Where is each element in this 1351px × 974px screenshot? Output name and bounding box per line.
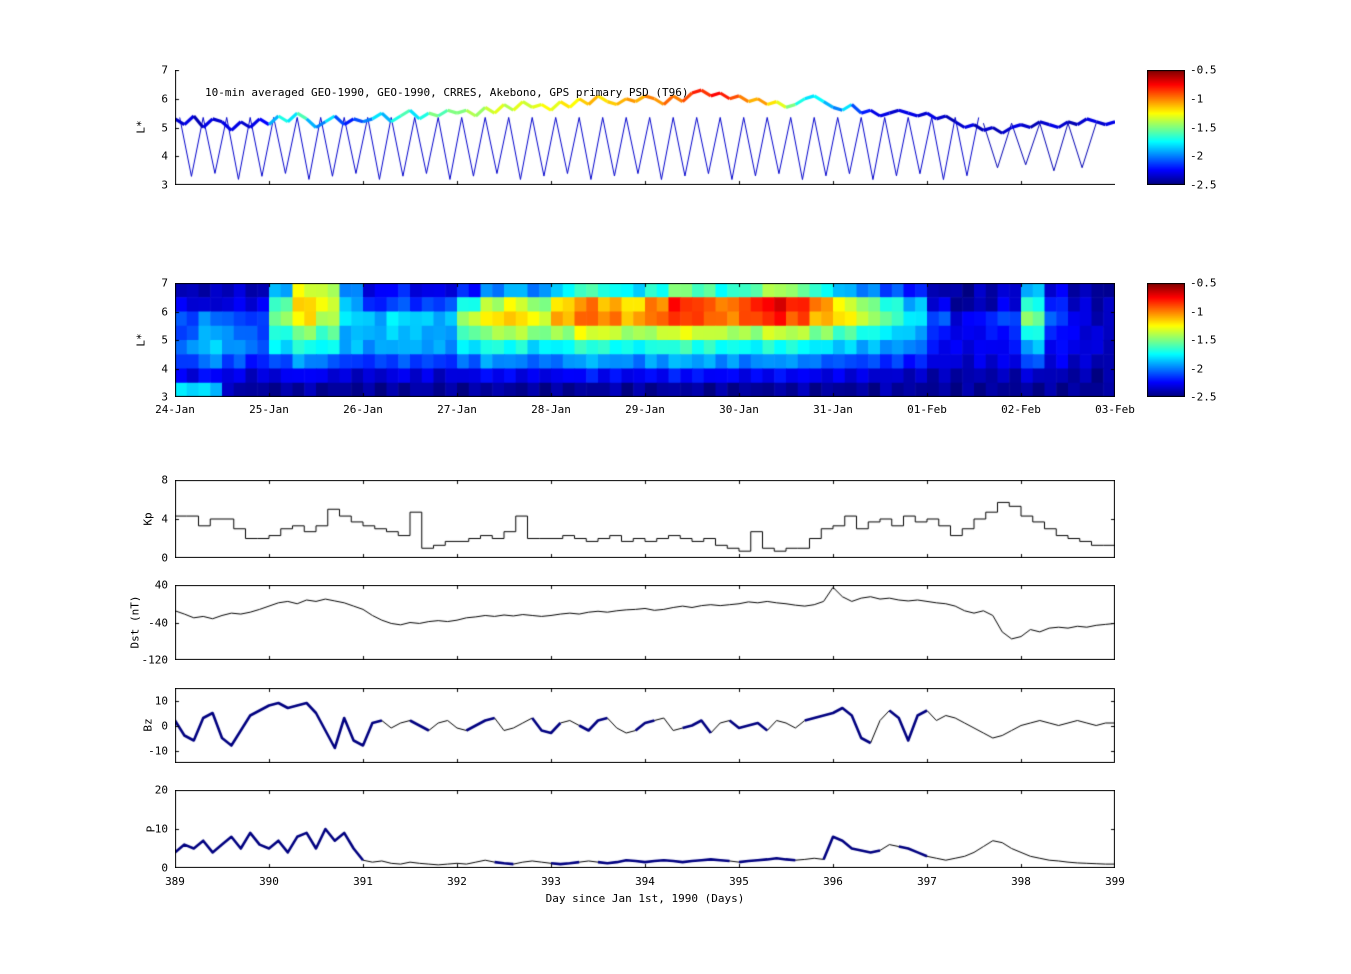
y-tick-label: -120 <box>141 653 169 667</box>
y-tick-label: 20 <box>154 783 168 797</box>
x-tick-label-day: 396 <box>823 875 843 888</box>
plot-title: 10-min averaged GEO-1990, GEO-1990, CRRE… <box>205 86 689 99</box>
psd-heatmap-plot <box>175 283 1115 397</box>
colorbar-tick-label: -1.5 <box>1190 121 1217 134</box>
x-tick-label-date: 29-Jan <box>625 403 665 416</box>
p-plot <box>175 790 1115 868</box>
y-tick-label: 40 <box>154 578 168 592</box>
y-tick-label: 5 <box>161 121 168 134</box>
y-axis-label-kp: Kp <box>141 512 155 526</box>
psd-scatter-colorbar <box>1147 70 1185 185</box>
y-axis-label-lstar-map: L* <box>134 333 148 347</box>
bz-plot <box>175 688 1115 763</box>
x-tick-label-date: 01-Feb <box>907 403 947 416</box>
colorbar-tick-label: -1 <box>1190 92 1204 106</box>
colorbar-tick-label: -2 <box>1190 149 1204 163</box>
x-tick-label-day: 390 <box>259 875 279 888</box>
y-tick-label: 0 <box>161 551 168 565</box>
y-tick-label: 7 <box>161 276 168 290</box>
x-tick-label-day: 391 <box>353 875 373 888</box>
x-tick-label-date: 27-Jan <box>437 403 477 416</box>
x-tick-label-date: 30-Jan <box>719 403 759 416</box>
y-tick-label: 3 <box>161 178 168 192</box>
x-tick-label-day: 389 <box>165 875 185 888</box>
x-tick-label-day: 397 <box>917 875 937 888</box>
y-tick-label: 10 <box>154 694 168 707</box>
x-tick-label-date: 25-Jan <box>249 403 289 416</box>
x-tick-label-day: 394 <box>635 875 655 888</box>
y-tick-label: 8 <box>161 473 168 487</box>
dst-plot <box>175 585 1115 660</box>
x-tick-label-day: 392 <box>447 875 467 888</box>
y-tick-label: 4 <box>161 512 168 526</box>
colorbar-tick-label: -1 <box>1190 305 1204 318</box>
colorbar-tick-label: -0.5 <box>1190 63 1217 77</box>
colorbar-tick-label: -1.5 <box>1190 333 1217 347</box>
colorbar-tick-label: -2.5 <box>1190 178 1217 192</box>
y-axis-label-dst: Dst (nT) <box>128 595 142 649</box>
psd-heatmap-colorbar <box>1147 283 1185 397</box>
y-tick-label: 0 <box>161 861 168 875</box>
x-tick-label-day: 395 <box>729 875 749 888</box>
x-tick-label-date: 31-Jan <box>813 403 853 416</box>
colorbar-tick-label: -0.5 <box>1190 276 1217 290</box>
x-tick-label-date: 26-Jan <box>343 403 383 416</box>
x-axis-label: Day since Jan 1st, 1990 (Days) <box>545 892 745 905</box>
y-tick-label: 4 <box>161 149 168 163</box>
psd-scatter-plot <box>175 70 1115 185</box>
y-tick-label: 10 <box>154 822 168 836</box>
y-tick-label: 6 <box>161 305 168 318</box>
y-axis-label-lstar-top: L* <box>134 120 148 134</box>
y-tick-label: 7 <box>161 63 168 77</box>
y-tick-label: 5 <box>161 333 168 347</box>
y-axis-label-bz: Bz <box>141 718 155 732</box>
y-tick-label: 0 <box>161 719 168 732</box>
colorbar-tick-label: -2 <box>1190 362 1204 375</box>
y-tick-label: -10 <box>148 744 168 757</box>
x-tick-label-date: 03-Feb <box>1095 403 1135 416</box>
x-tick-label-day: 393 <box>541 875 561 888</box>
x-tick-label-date: 02-Feb <box>1001 403 1041 416</box>
x-tick-label-date: 28-Jan <box>531 403 571 416</box>
y-tick-label: 6 <box>161 92 168 106</box>
colorbar-tick-label: -2.5 <box>1190 390 1217 404</box>
kp-plot <box>175 480 1115 558</box>
y-tick-label: -40 <box>148 616 168 629</box>
y-tick-label: 3 <box>161 390 168 404</box>
y-tick-label: 4 <box>161 362 168 375</box>
x-tick-label-date: 24-Jan <box>155 403 195 416</box>
x-tick-label-day: 399 <box>1105 875 1125 888</box>
x-tick-label-day: 398 <box>1011 875 1031 888</box>
